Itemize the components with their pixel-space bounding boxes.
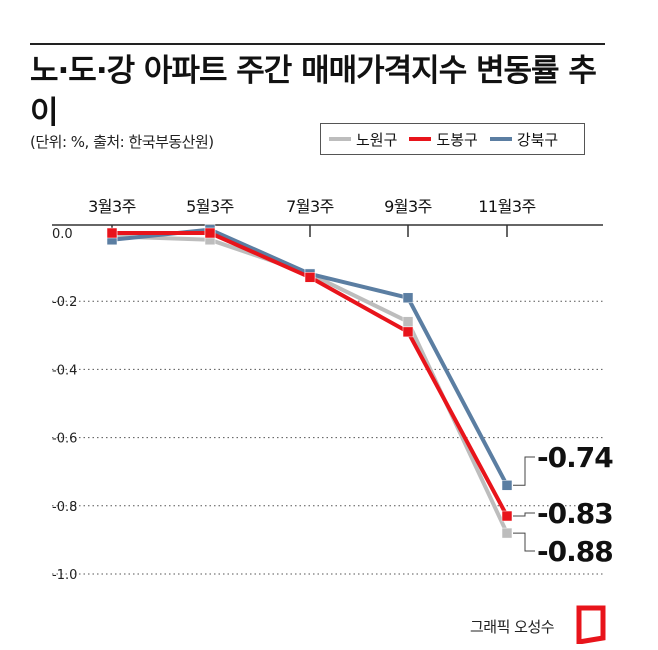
x-tick-label-1: 5월3주 (186, 197, 234, 216)
top-rule (30, 43, 605, 45)
legend: 노원구 도봉구 강북구 (320, 123, 585, 155)
legend-label-nowon: 노원구 (356, 130, 398, 149)
y-tick-label-5: -1.0 (52, 568, 77, 583)
legend-item-gangbuk: 강북구 (489, 129, 559, 150)
x-tick-label-2: 7월3주 (286, 197, 334, 216)
legend-item-dobong: 도봉구 (409, 129, 478, 150)
series-2-point-4 (501, 480, 513, 491)
legend-label-dobong: 도봉구 (436, 130, 478, 149)
graphic-credit: 그래픽 오성수 (470, 618, 555, 636)
annotation-leader-1 (513, 512, 535, 517)
legend-item-nowon: 노원구 (329, 129, 397, 150)
series-line-2 (111, 227, 509, 487)
series-1-point-1 (204, 227, 216, 239)
y-tick-label-3: -0.6 (52, 432, 77, 447)
series-0-point-4 (501, 527, 513, 539)
series-1-point-2 (304, 272, 316, 283)
series-1-point-0 (106, 227, 118, 239)
annotation-label-1: -0.83 (537, 497, 613, 530)
annotation-leader-0 (513, 456, 535, 486)
legend-swatch-gangbuk (489, 137, 512, 141)
x-tick-label-3: 9월3주 (384, 197, 432, 216)
publisher-logo-icon (576, 605, 606, 644)
legend-label-gangbuk: 강북구 (516, 130, 559, 149)
unit-note: (단위: %, 출처: 한국부동산원) (30, 133, 214, 151)
x-tick-label-0: 3월3주 (88, 197, 136, 216)
legend-swatch-dobong (409, 137, 432, 141)
series-2-point-3 (402, 292, 414, 304)
annotation-label-2: -0.88 (537, 535, 613, 568)
y-tick-label-4: -0.8 (52, 500, 77, 515)
annotation-leader-2 (513, 532, 535, 552)
annotation-label-0: -0.74 (537, 441, 613, 474)
x-tick-label-4: 11월3주 (478, 197, 535, 216)
series-1-point-3 (402, 326, 414, 338)
series-0-point-3 (402, 316, 414, 327)
legend-swatch-nowon (329, 137, 351, 141)
chart-title: 노·도·강 아파트 주간 매매가격지수 변동률 추이 (30, 53, 597, 131)
series-1-point-4 (501, 510, 513, 522)
y-tick-label-1: -0.2 (52, 295, 77, 310)
y-tick-label-0: 0.0 (52, 227, 73, 242)
y-tick-label-2: -0.4 (52, 363, 77, 378)
